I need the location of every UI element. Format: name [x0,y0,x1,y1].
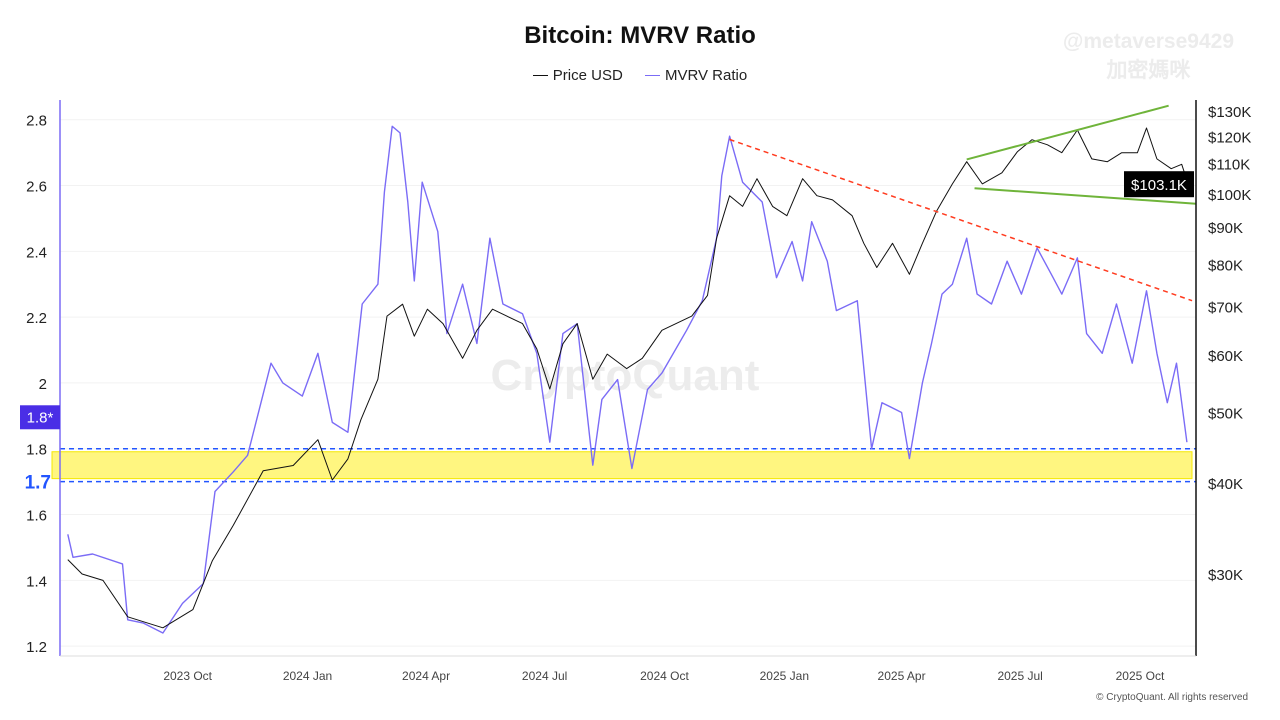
price-current-label: $103.1K [1131,177,1187,194]
channel-lower-line [974,187,1197,205]
y-right-tick-label: $130K [1208,104,1251,121]
y-right-tick-label: $30K [1208,567,1243,584]
y-left-tick-label: 1.8 [26,442,47,459]
y-right-tick-label: $60K [1208,348,1243,365]
y-right-tick-label: $100K [1208,187,1251,204]
watermark-handle-text: @metaverse9429 [1062,30,1234,53]
x-tick-label: 2025 Jan [760,669,809,683]
y-right-tick-label: $70K [1208,299,1243,316]
x-tick-label: 2025 Jul [997,669,1042,683]
y-left-tick-label: 1.2 [26,639,47,656]
watermark-handle: @metaverse9429 加密媽咪 [1063,27,1234,85]
legend-label: MVRV Ratio [664,66,748,84]
x-tick-label: 2024 Jul [522,669,567,683]
mvrv-current-label: 1.8* [27,409,54,426]
price-series-line [67,127,1189,629]
legend-swatch-mvrv [644,74,660,76]
y-left-tick-label: 1.6 [26,508,47,525]
channel-upper-line [966,104,1169,161]
legend-item-price[interactable]: Price USD [532,66,623,84]
y-right-tick-label: $120K [1208,129,1251,146]
legend-label: Price USD [552,66,623,84]
downtrend-line [729,138,1193,302]
x-tick-label: 2025 Apr [878,669,926,683]
y-right-tick-label: $40K [1208,476,1243,493]
price-current-badge [1124,171,1194,198]
mvrv-series-line [67,125,1188,634]
y-left-tick-label: 2.6 [26,179,47,196]
legend-item-mvrv[interactable]: MVRV Ratio [644,66,748,84]
y-left-tick-label: 2.8 [26,113,47,130]
watermark-name-text: 加密媽咪 [1106,59,1191,82]
x-tick-label: 2024 Jan [283,669,332,683]
legend-swatch-price [532,74,548,76]
y-left-tick-label: 2 [39,376,47,393]
x-tick-label: 2024 Apr [402,669,450,683]
x-tick-label: 2024 Oct [640,669,689,683]
mvrv-current-badge [20,405,60,430]
y-right-tick-label: $90K [1208,220,1243,237]
legend: Price USD MVRV Ratio [0,63,1280,84]
y-right-tick-label: $110K [1208,157,1250,174]
x-tick-label: 2023 Oct [163,669,212,683]
chart-title: Bitcoin: MVRV Ratio [524,22,756,49]
copyright-footer: © CryptoQuant. All rights reserved [1096,692,1248,703]
y-left-tick-label: 2.2 [26,310,47,327]
y-left-tick-label: 2.4 [26,244,47,261]
cryptoquant-watermark: CryptoQuant [491,351,760,400]
band-label: 1.7 [25,473,51,494]
x-tick-label: 2025 Oct [1116,669,1165,683]
support-band [51,451,1193,480]
y-left-tick-label: 1.4 [26,573,47,590]
y-right-tick-label: $50K [1208,406,1243,423]
y-right-tick-label: $80K [1208,257,1243,274]
